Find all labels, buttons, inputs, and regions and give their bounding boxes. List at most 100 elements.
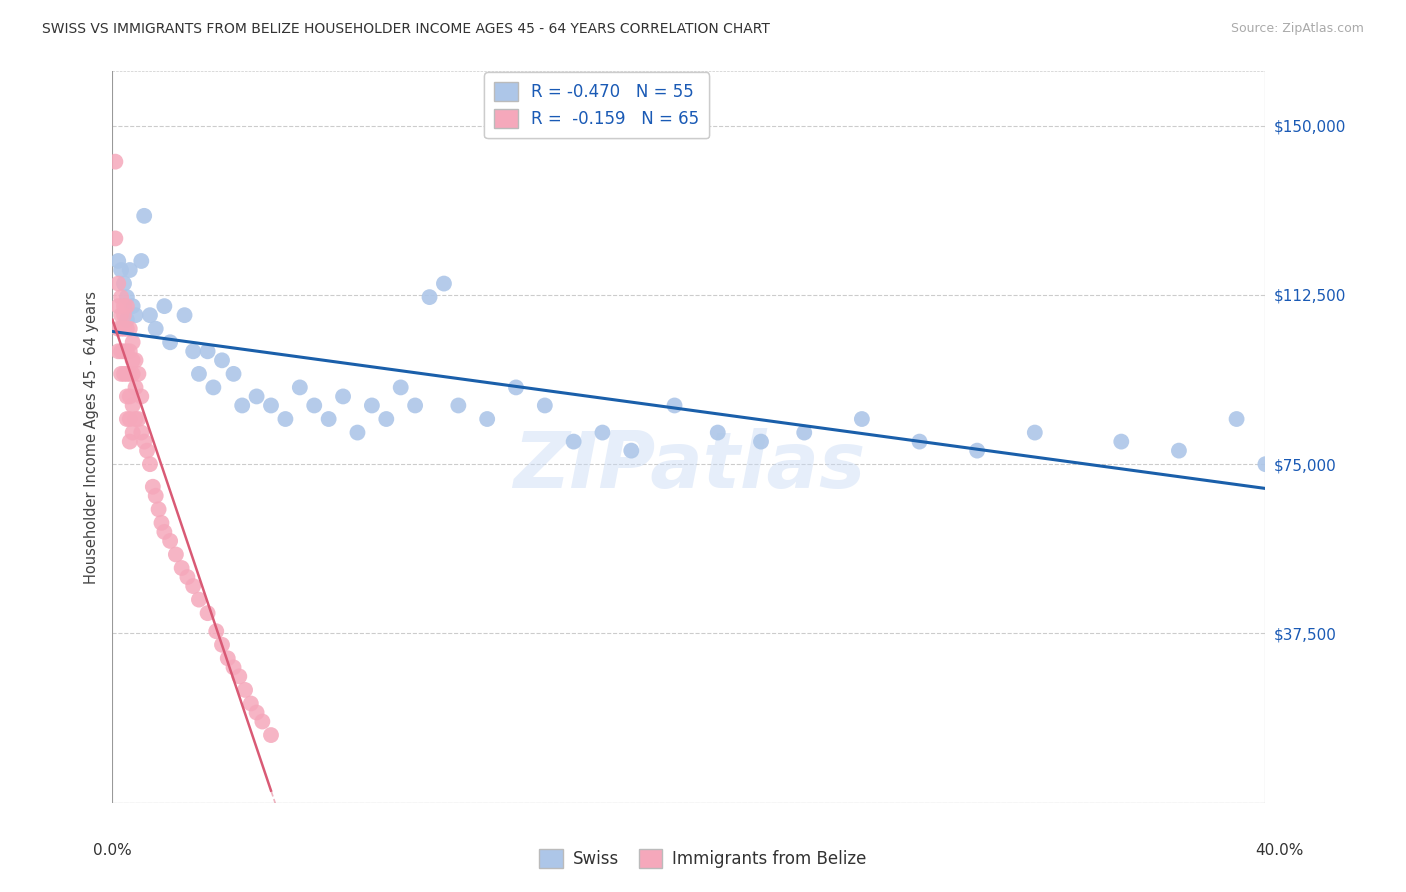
Point bbox=[139, 457, 162, 471]
Point bbox=[260, 728, 283, 742]
Point bbox=[110, 322, 132, 336]
Point bbox=[159, 533, 181, 548]
Point bbox=[134, 434, 156, 449]
Point bbox=[170, 561, 193, 575]
Point bbox=[217, 651, 239, 665]
Point bbox=[107, 322, 129, 336]
Point bbox=[447, 399, 470, 413]
Point bbox=[115, 299, 138, 313]
Point bbox=[222, 660, 245, 674]
Point bbox=[1254, 457, 1277, 471]
Point bbox=[112, 344, 135, 359]
Point bbox=[118, 367, 141, 381]
Point bbox=[139, 308, 162, 322]
Text: Source: ZipAtlas.com: Source: ZipAtlas.com bbox=[1230, 22, 1364, 36]
Point bbox=[274, 412, 297, 426]
Point bbox=[112, 367, 135, 381]
Point bbox=[118, 412, 141, 426]
Point bbox=[148, 502, 170, 516]
Point bbox=[115, 290, 138, 304]
Point bbox=[112, 322, 135, 336]
Point bbox=[112, 308, 135, 322]
Point bbox=[129, 425, 153, 440]
Point bbox=[136, 443, 159, 458]
Point bbox=[346, 425, 368, 440]
Point bbox=[707, 425, 730, 440]
Point bbox=[129, 389, 153, 403]
Point bbox=[115, 322, 138, 336]
Point bbox=[110, 290, 132, 304]
Point bbox=[228, 669, 250, 683]
Point bbox=[360, 399, 382, 413]
Point bbox=[419, 290, 441, 304]
Point bbox=[1111, 434, 1133, 449]
Point bbox=[375, 412, 398, 426]
Point bbox=[966, 443, 988, 458]
Point bbox=[433, 277, 456, 291]
Point bbox=[121, 335, 143, 350]
Point bbox=[124, 353, 146, 368]
Point bbox=[260, 399, 283, 413]
Point bbox=[150, 516, 173, 530]
Point bbox=[205, 624, 228, 639]
Point bbox=[159, 335, 181, 350]
Point bbox=[211, 638, 233, 652]
Point bbox=[110, 344, 132, 359]
Point bbox=[153, 299, 176, 313]
Point bbox=[908, 434, 931, 449]
Text: 0.0%: 0.0% bbox=[93, 843, 132, 858]
Point bbox=[104, 231, 127, 245]
Text: SWISS VS IMMIGRANTS FROM BELIZE HOUSEHOLDER INCOME AGES 45 - 64 YEARS CORRELATIO: SWISS VS IMMIGRANTS FROM BELIZE HOUSEHOL… bbox=[42, 22, 770, 37]
Y-axis label: Householder Income Ages 45 - 64 years: Householder Income Ages 45 - 64 years bbox=[84, 291, 100, 583]
Point bbox=[176, 570, 198, 584]
Point bbox=[121, 367, 143, 381]
Point bbox=[129, 254, 153, 268]
Point bbox=[153, 524, 176, 539]
Point bbox=[851, 412, 873, 426]
Point bbox=[121, 299, 143, 313]
Point bbox=[127, 367, 149, 381]
Point bbox=[124, 308, 146, 322]
Point bbox=[107, 254, 129, 268]
Point bbox=[620, 443, 643, 458]
Point bbox=[505, 380, 527, 394]
Point bbox=[1226, 412, 1249, 426]
Point bbox=[165, 548, 187, 562]
Point bbox=[288, 380, 311, 394]
Point bbox=[188, 367, 211, 381]
Point bbox=[562, 434, 585, 449]
Point bbox=[107, 277, 129, 291]
Point bbox=[134, 209, 156, 223]
Point bbox=[252, 714, 274, 729]
Point bbox=[115, 389, 138, 403]
Point bbox=[1024, 425, 1046, 440]
Point bbox=[664, 399, 686, 413]
Point bbox=[121, 425, 143, 440]
Point bbox=[246, 389, 269, 403]
Point bbox=[107, 299, 129, 313]
Point bbox=[118, 263, 141, 277]
Point bbox=[181, 344, 204, 359]
Point bbox=[127, 412, 149, 426]
Point bbox=[110, 308, 132, 322]
Point bbox=[118, 389, 141, 403]
Point bbox=[115, 412, 138, 426]
Point bbox=[202, 380, 225, 394]
Point bbox=[145, 489, 167, 503]
Text: ZIPatlas: ZIPatlas bbox=[513, 428, 865, 504]
Point bbox=[118, 322, 141, 336]
Point bbox=[115, 367, 138, 381]
Point bbox=[121, 353, 143, 368]
Point bbox=[118, 434, 141, 449]
Point bbox=[1167, 443, 1189, 458]
Point bbox=[222, 367, 245, 381]
Point bbox=[233, 682, 256, 697]
Point bbox=[534, 399, 557, 413]
Point bbox=[112, 277, 135, 291]
Point bbox=[115, 344, 138, 359]
Point bbox=[104, 154, 127, 169]
Point bbox=[239, 697, 262, 711]
Point bbox=[404, 399, 426, 413]
Point bbox=[211, 353, 233, 368]
Point bbox=[197, 606, 219, 620]
